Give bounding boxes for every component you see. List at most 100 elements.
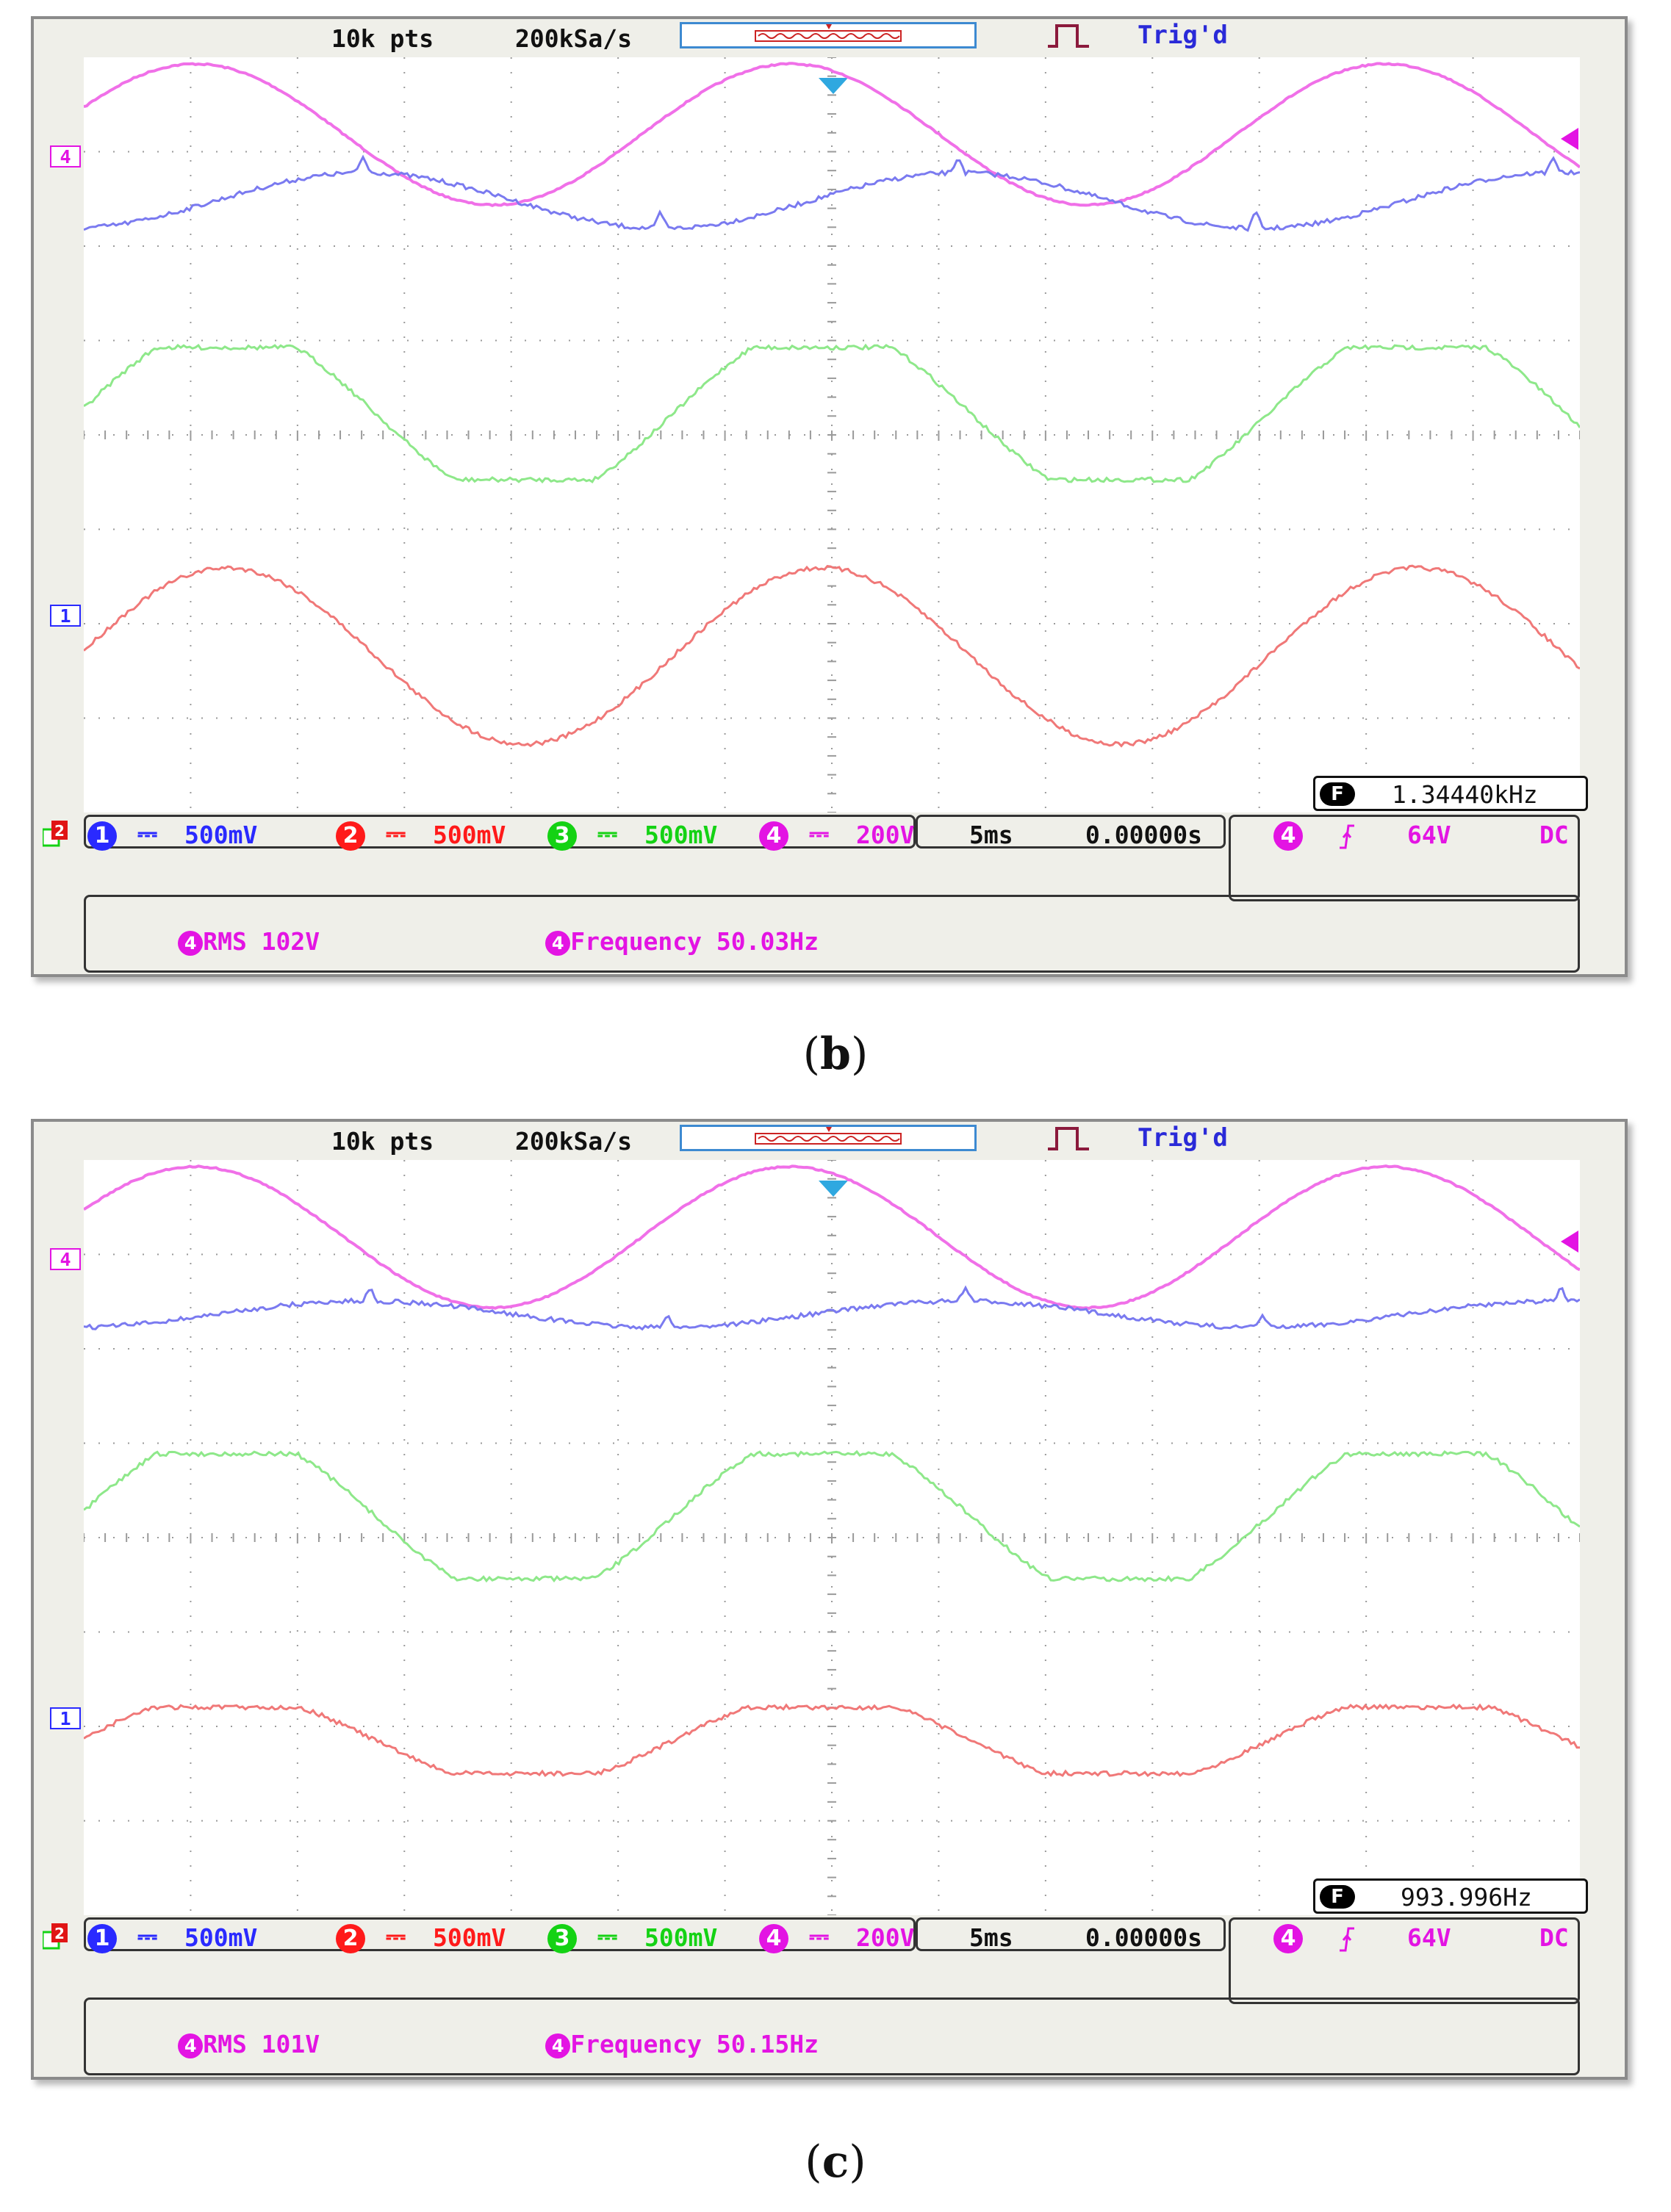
- trigger-level: 64V: [1407, 1923, 1451, 1952]
- channel-2-coupling: ⎓: [386, 1922, 406, 1951]
- channel-1-coupling: ⎓: [137, 1922, 158, 1951]
- channel-2-marker-label: 2: [54, 822, 65, 840]
- measurement-frequency: 4 Frequency 50.03Hz: [458, 898, 819, 984]
- waveform-thumbnail-icon: [755, 1127, 902, 1145]
- measurement-box: 4 RMS 101V 4 Frequency 50.15Hz: [84, 1997, 1580, 2075]
- memory-position-bar[interactable]: [680, 22, 977, 48]
- channel-1-badge: 1: [87, 821, 117, 851]
- trigger-level: 64V: [1407, 821, 1451, 849]
- frequency-counter-badge: F: [1320, 1885, 1355, 1909]
- channel-4-marker[interactable]: 4: [50, 145, 81, 167]
- time-per-division: 5ms: [969, 821, 1013, 849]
- status-bar: 10k pts 200kSa/s Trig'd: [34, 19, 1625, 60]
- trace-ch2: [84, 564, 1580, 748]
- sample-rate: 200kSa/s: [515, 1127, 632, 1156]
- vertical-scale-box[interactable]: 1 ⎓ 500mV 2 ⎓ 500mV 3 ⎓ 500mV 4 ⎓ 200V: [84, 1917, 916, 1953]
- channel-2-coupling: ⎓: [386, 819, 406, 849]
- waveform-thumbnail-icon: [755, 24, 902, 42]
- status-bar: 10k pts 200kSa/s Trig'd: [34, 1122, 1625, 1163]
- scale-row: 2 1 ⎓ 500mV 2 ⎓ 500mV 3 ⎓ 500mV 4 ⎓ 200V…: [34, 1917, 1625, 2004]
- frequency-counter: F 1.34440kHz: [1313, 776, 1588, 811]
- channel-4-scale: 200V: [856, 1923, 915, 1952]
- time-per-division: 5ms: [969, 1923, 1013, 1952]
- vertical-scale-box[interactable]: 1 ⎓ 500mV 2 ⎓ 500mV 3 ⎓ 500mV 4 ⎓ 200V: [84, 815, 916, 851]
- trigger-level-icon: [1561, 1231, 1578, 1253]
- trigger-pulse-icon: [1048, 1127, 1089, 1150]
- scope-panel-b: 10k pts 200kSa/s Trig'd 4 1 F 1.34440kHz: [31, 16, 1628, 977]
- trace-ch2: [84, 1703, 1580, 1778]
- channel-3-badge: 3: [547, 1924, 577, 1953]
- trigger-position-icon: [819, 78, 848, 94]
- trace-ch4: [84, 1164, 1580, 1311]
- trigger-settings-box[interactable]: 4 64V DC: [1229, 1917, 1580, 2004]
- channel-3-coupling: ⎓: [597, 819, 618, 849]
- measurement-rms: 4 RMS 102V: [90, 898, 320, 984]
- trace-ch1: [84, 154, 1580, 232]
- sample-rate: 200kSa/s: [515, 24, 632, 53]
- channel-4-scale: 200V: [856, 821, 915, 849]
- horizontal-delay: 0.00000s: [1085, 1923, 1202, 1952]
- channel-4-coupling: ⎓: [809, 819, 830, 849]
- timebase-box[interactable]: 5ms 0.00000s: [916, 1917, 1226, 1952]
- caption-b-letter: b: [820, 1028, 851, 1080]
- measurement-rms-badge: 4: [178, 2033, 204, 2058]
- measurement-frequency: 4 Frequency 50.15Hz: [458, 2001, 819, 2087]
- measurement-frequency-label: Frequency 50.15Hz: [570, 2030, 819, 2058]
- trace-ch3: [84, 1449, 1580, 1583]
- trigger-position-icon: [819, 1181, 848, 1197]
- measurement-box: 4 RMS 102V 4 Frequency 50.03Hz: [84, 895, 1580, 973]
- trigger-coupling: DC: [1539, 821, 1569, 849]
- scope-panel-c: 10k pts 200kSa/s Trig'd 4 1 F 993.996Hz: [31, 1119, 1628, 2080]
- horizontal-delay: 0.00000s: [1085, 821, 1202, 849]
- frequency-counter: F 993.996Hz: [1313, 1878, 1588, 1914]
- channel-2-badge: 2: [336, 1924, 365, 1953]
- channel-1-marker[interactable]: 1: [50, 605, 81, 627]
- channel-4-badge: 4: [759, 1924, 788, 1953]
- measurement-rms-badge: 4: [178, 930, 204, 956]
- trace-ch1: [84, 1285, 1580, 1331]
- channel-2-scale: 500mV: [433, 1923, 506, 1952]
- rising-edge-icon: [1340, 1927, 1354, 1952]
- rising-edge-icon: [1340, 824, 1354, 849]
- frequency-counter-badge: F: [1320, 782, 1355, 806]
- timebase-box[interactable]: 5ms 0.00000s: [916, 815, 1226, 849]
- channel-1-badge: 1: [87, 1924, 117, 1953]
- trigger-coupling: DC: [1539, 1923, 1569, 1952]
- trigger-source-badge: 4: [1273, 821, 1303, 851]
- measurement-frequency-badge: 4: [545, 930, 571, 956]
- trace-ch4: [84, 62, 1580, 207]
- channel-1-coupling: ⎓: [137, 819, 158, 849]
- frequency-counter-value: 1.34440kHz: [1392, 780, 1538, 809]
- measurement-rms-label: RMS 102V: [203, 927, 320, 956]
- channel-4-coupling: ⎓: [809, 1922, 830, 1951]
- scale-row: 2 1 ⎓ 500mV 2 ⎓ 500mV 3 ⎓ 500mV 4 ⎓ 200V…: [34, 815, 1625, 901]
- trigger-settings-box[interactable]: 4 64V DC: [1229, 815, 1580, 901]
- trigger-status: Trig'd: [1138, 1123, 1228, 1153]
- trigger-level-icon: [1561, 128, 1578, 150]
- channel-1-scale: 500mV: [184, 821, 258, 849]
- trace-ch3: [84, 343, 1580, 484]
- channel-2-marker-label: 2: [54, 1925, 65, 1942]
- trigger-status: Trig'd: [1138, 21, 1228, 50]
- channel-4-badge: 4: [759, 821, 788, 851]
- memory-position-bar[interactable]: [680, 1125, 977, 1151]
- channel-3-scale: 500mV: [644, 821, 718, 849]
- trigger-pulse-icon: [1048, 24, 1089, 48]
- channel-3-scale: 500mV: [644, 1923, 718, 1952]
- measurement-frequency-badge: 4: [545, 2033, 571, 2058]
- waveform-grid-c: [84, 1160, 1580, 1915]
- channel-2-scale: 500mV: [433, 821, 506, 849]
- memory-depth: 10k pts: [331, 1127, 434, 1156]
- measurement-frequency-label: Frequency 50.03Hz: [570, 927, 819, 956]
- measurement-rms-label: RMS 101V: [203, 2030, 320, 2058]
- channel-2-marker[interactable]: 2: [43, 1923, 69, 1950]
- channel-4-marker[interactable]: 4: [50, 1248, 81, 1270]
- memory-depth: 10k pts: [331, 24, 434, 53]
- channel-1-marker[interactable]: 1: [50, 1707, 81, 1729]
- waveform-grid-b: [84, 57, 1580, 813]
- channel-3-badge: 3: [547, 821, 577, 851]
- channel-1-scale: 500mV: [184, 1923, 258, 1952]
- channel-3-coupling: ⎓: [597, 1922, 618, 1951]
- graticule: [84, 57, 1580, 813]
- channel-2-marker[interactable]: 2: [43, 821, 69, 847]
